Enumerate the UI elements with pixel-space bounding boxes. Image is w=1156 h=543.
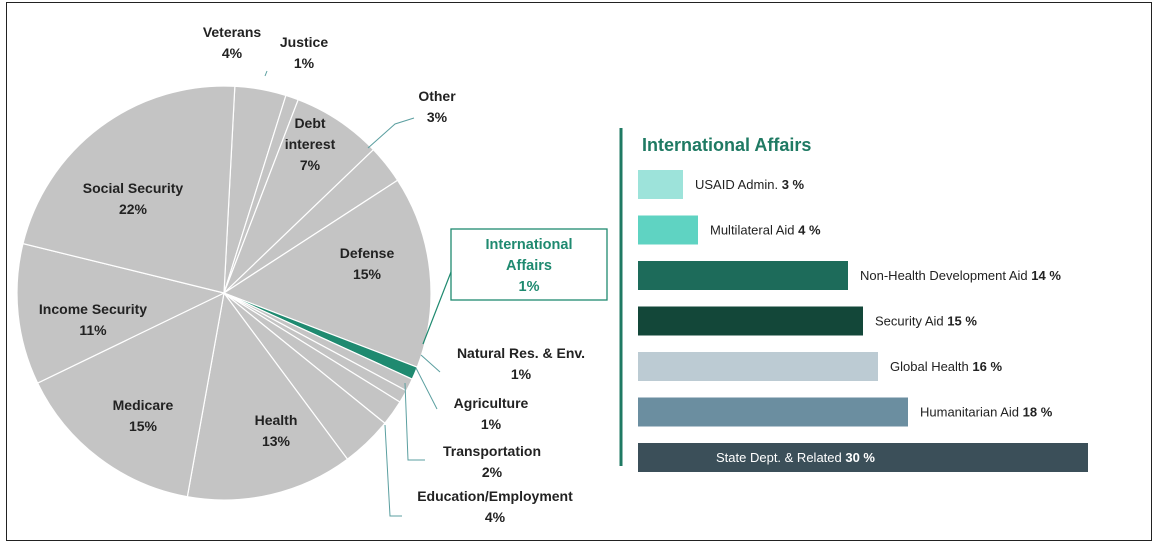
slice-label-education-employment: Education/Employment 4% bbox=[417, 488, 573, 525]
pie-slice-medicare bbox=[36, 291, 225, 498]
bar-non-health-development-aid bbox=[638, 261, 848, 290]
slice-label-veterans: Veterans 4% bbox=[203, 24, 262, 61]
bar-label-global-health: Global Health 16 % bbox=[890, 359, 1002, 374]
slice-label-health: Health 13% bbox=[255, 412, 298, 449]
slice-label-social-security: Social Security 22% bbox=[83, 180, 184, 217]
pie-slice-income-security bbox=[16, 242, 226, 384]
bar-chart-title: International Affairs bbox=[642, 135, 811, 155]
pie-labels: Veterans 4% Justice 1% Debt interest 7% Other 3%… bbox=[39, 24, 608, 525]
bar-multilateral-aid bbox=[638, 215, 698, 245]
bar-state-dept-related bbox=[638, 443, 1088, 472]
slice-label-international-affairs: International Affairs 1% bbox=[485, 237, 572, 295]
pie-slices bbox=[16, 85, 432, 501]
slice-label-medicare: Medicare 15% bbox=[113, 397, 174, 434]
callout-line-transportation bbox=[404, 382, 425, 461]
pie-slice-defense bbox=[222, 179, 432, 368]
callout-line-international-affairs bbox=[422, 271, 452, 345]
bar-label-multilateral-aid: Multilateral Aid 4 % bbox=[710, 223, 821, 238]
bar-usaid-admin bbox=[638, 170, 683, 199]
bar-label-security-aid: Security Aid 15 % bbox=[875, 314, 977, 329]
bar-label-usaid-admin: USAID Admin. 3 % bbox=[695, 177, 805, 192]
pie-slice-social-security bbox=[22, 85, 236, 294]
bar-label-humanitarian-aid: Humanitarian Aid 18 % bbox=[920, 405, 1053, 420]
bar-humanitarian-aid bbox=[638, 397, 908, 427]
callout-line-agriculture bbox=[415, 367, 438, 410]
slice-label-transportation: Transportation 2% bbox=[443, 443, 541, 480]
slice-label-debt-interest: Debt interest 7% bbox=[285, 115, 336, 173]
pie-callout-lines bbox=[264, 70, 452, 517]
slice-label-natural-res-env: Natural Res. & Env. 1% bbox=[457, 345, 585, 382]
bar-label-state-dept-related: State Dept. & Related 30 % bbox=[716, 450, 875, 465]
slice-label-income-security: Income Security 11% bbox=[39, 301, 147, 338]
callout-line-education-employment bbox=[384, 424, 402, 517]
bar-label-non-health-development-aid: Non-Health Development Aid 14 % bbox=[860, 268, 1061, 283]
bar-security-aid bbox=[638, 306, 863, 336]
callout-line-natural-res-env bbox=[420, 354, 441, 373]
international-affairs-callout-box bbox=[450, 228, 608, 301]
callout-line-justice bbox=[264, 70, 268, 77]
pie-slice-health bbox=[186, 291, 349, 501]
bar-series: USAID Admin. 3 % Multilateral Aid 4 % Non-… bbox=[638, 170, 1088, 472]
callout-line-other bbox=[367, 117, 415, 149]
slice-label-agriculture: Agriculture 1% bbox=[454, 395, 529, 432]
slice-label-justice: Justice 1% bbox=[280, 34, 328, 71]
slice-label-other: Other 3% bbox=[418, 88, 456, 125]
bar-global-health bbox=[638, 352, 878, 381]
slice-label-defense: Defense 15% bbox=[340, 245, 395, 282]
